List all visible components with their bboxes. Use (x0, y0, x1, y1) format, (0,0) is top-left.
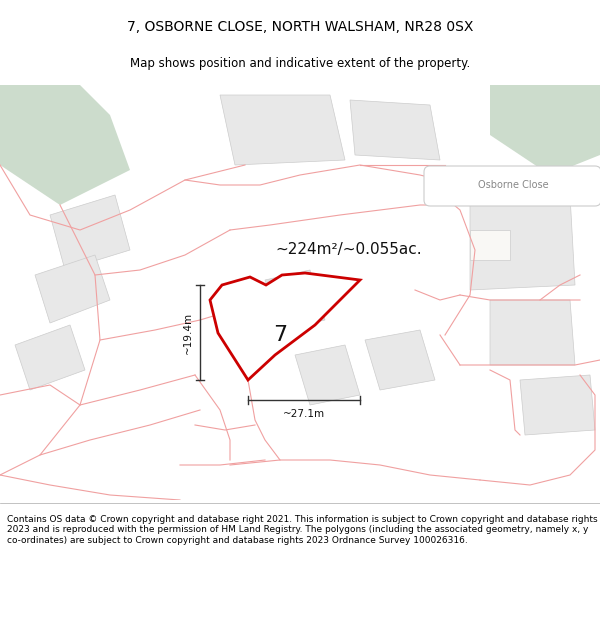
Polygon shape (470, 230, 510, 260)
Text: Osborne Close: Osborne Close (478, 180, 548, 190)
Polygon shape (220, 95, 345, 165)
Polygon shape (0, 85, 130, 205)
Text: 7, OSBORNE CLOSE, NORTH WALSHAM, NR28 0SX: 7, OSBORNE CLOSE, NORTH WALSHAM, NR28 0S… (127, 20, 473, 34)
Text: ~224m²/~0.055ac.: ~224m²/~0.055ac. (275, 242, 422, 258)
FancyBboxPatch shape (424, 166, 600, 206)
Polygon shape (15, 325, 85, 390)
Polygon shape (35, 255, 110, 323)
Text: ~27.1m: ~27.1m (283, 409, 325, 419)
Polygon shape (295, 345, 360, 405)
Polygon shape (350, 100, 440, 160)
Polygon shape (365, 330, 435, 390)
Polygon shape (470, 195, 575, 290)
Text: ~19.4m: ~19.4m (183, 311, 193, 354)
Text: Map shows position and indicative extent of the property.: Map shows position and indicative extent… (130, 58, 470, 70)
Polygon shape (210, 273, 360, 380)
Polygon shape (50, 195, 130, 270)
Text: Contains OS data © Crown copyright and database right 2021. This information is : Contains OS data © Crown copyright and d… (7, 515, 598, 545)
Polygon shape (520, 375, 595, 435)
Polygon shape (490, 300, 575, 365)
Polygon shape (265, 270, 325, 330)
Text: 7: 7 (273, 325, 287, 345)
Polygon shape (490, 85, 600, 175)
